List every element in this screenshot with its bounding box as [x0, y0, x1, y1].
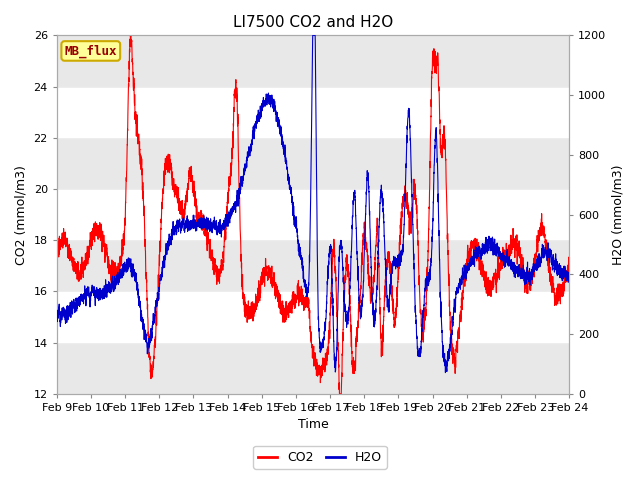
Bar: [57, 343, 570, 394]
X-axis label: Time: Time: [298, 419, 328, 432]
Y-axis label: CO2 (mmol/m3): CO2 (mmol/m3): [15, 165, 28, 264]
Text: MB_flux: MB_flux: [65, 44, 117, 58]
Y-axis label: H2O (mmol/m3): H2O (mmol/m3): [612, 164, 625, 265]
Legend: CO2, H2O: CO2, H2O: [253, 446, 387, 469]
Bar: [57, 36, 570, 86]
Bar: [57, 189, 570, 240]
Title: LI7500 CO2 and H2O: LI7500 CO2 and H2O: [233, 15, 393, 30]
Bar: [57, 138, 570, 189]
Bar: [57, 291, 570, 343]
Bar: [57, 240, 570, 291]
Bar: [57, 86, 570, 138]
